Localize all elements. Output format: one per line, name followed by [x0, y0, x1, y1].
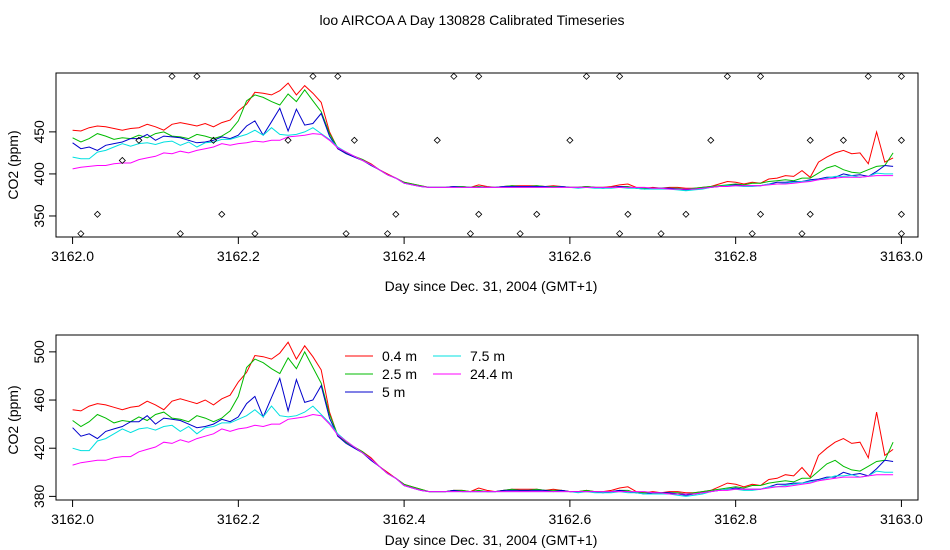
diamond-marker [193, 72, 201, 80]
bottom-series-line-series_25 [72, 350, 894, 495]
bottom-panel: 3162.0 3162.2 3162.4 3162.6 3162.8 3163.0 380… [5, 334, 923, 548]
diamond-marker [135, 136, 143, 144]
legend-label: 2.5 m [382, 366, 417, 382]
diamond-marker [466, 230, 474, 238]
top-y-tick-label: 400 [31, 162, 47, 186]
legend-label: 0.4 m [382, 348, 417, 364]
bottom-series-line-series_5 [72, 376, 894, 496]
diamond-marker [284, 136, 292, 144]
diamond-marker [309, 72, 317, 80]
top-y-tick-label: 450 [31, 120, 47, 144]
diamond-marker [582, 72, 591, 80]
diamond-marker [616, 230, 624, 238]
diamond-marker [897, 210, 905, 218]
diamond-marker [657, 230, 665, 238]
top-y-tick-label: 350 [31, 204, 47, 228]
diamond-marker [682, 210, 690, 218]
diamond-marker [566, 136, 574, 144]
bottom-series-line-series_244 [72, 413, 894, 495]
diamond-marker [897, 136, 905, 144]
diamond-marker [475, 210, 483, 218]
diamond-marker [897, 72, 905, 80]
top-series-line-series_04 [72, 82, 894, 189]
diamond-marker [748, 230, 756, 238]
bottom-y-axis-label: CO2 (ppm) [5, 385, 21, 454]
diamond-marker [77, 230, 85, 238]
diamond-marker [433, 136, 441, 144]
diamond-marker [168, 72, 176, 80]
diamond-marker [475, 72, 483, 80]
diamond-marker [624, 210, 632, 218]
top-x-tick-label: 3162.4 [383, 248, 426, 264]
diamond-marker [806, 210, 814, 218]
bottom-y-tick-label: 460 [31, 388, 47, 412]
top-x-tick-label: 3163.0 [880, 248, 923, 264]
diamond-marker [118, 156, 126, 165]
top-x-tick-label: 3162.6 [548, 248, 591, 264]
top-x-axis-label: Day since Dec. 31, 2004 (GMT+1) [385, 278, 598, 294]
bottom-series-line-series_04 [72, 341, 894, 494]
diamond-marker [723, 72, 731, 80]
diamond-marker [756, 72, 765, 80]
diamond-marker [251, 230, 259, 238]
top-x-tick-label: 3162.2 [217, 248, 260, 264]
top-panel: 3162.0 3162.2 3162.4 3162.6 3162.8 3163.0 350… [5, 72, 923, 294]
diamond-marker [533, 210, 541, 218]
legend-label: 5 m [382, 384, 405, 400]
diamond-marker [516, 230, 524, 238]
bottom-x-tick-label: 3162.6 [548, 511, 591, 527]
bottom-y-tick-label: 420 [31, 436, 47, 460]
top-x-tick-label: 3162.8 [714, 248, 757, 264]
legend-label: 7.5 m [470, 348, 505, 364]
legend-label: 24.4 m [470, 366, 513, 382]
top-series-line-series_5 [72, 107, 894, 191]
diamond-marker [350, 136, 358, 144]
diamond-marker [806, 136, 814, 144]
diamond-marker [209, 136, 218, 144]
diamond-marker [176, 230, 184, 238]
top-series-line-series_244 [72, 133, 894, 190]
diamond-marker [798, 230, 806, 238]
bottom-y-tick-label: 380 [31, 484, 47, 508]
bottom-plot-frame [55, 334, 919, 501]
diamond-marker [392, 210, 400, 218]
diamond-marker [383, 230, 392, 238]
diamond-marker [450, 72, 458, 80]
diamond-marker [897, 230, 905, 238]
bottom-x-tick-label: 3162.8 [714, 511, 757, 527]
top-series-line-series_25 [72, 88, 894, 190]
diamond-marker [218, 210, 226, 218]
bottom-x-tick-label: 3162.0 [51, 511, 94, 527]
figure-title: loo AIRCOA A Day 130828 Calibrated Times… [319, 12, 624, 28]
top-x-tick-label: 3162.0 [51, 248, 94, 264]
bottom-x-tick-label: 3162.4 [383, 511, 426, 527]
diamond-marker [707, 136, 715, 144]
diamond-marker [839, 136, 847, 144]
bottom-x-tick-label: 3162.2 [217, 511, 260, 527]
diamond-marker [342, 230, 350, 238]
diamond-marker [864, 72, 872, 80]
diamond-marker [616, 72, 624, 80]
legend: 0.4 m 2.5 m 5 m 7.5 m 24.4 m [345, 348, 513, 400]
bottom-x-axis-label: Day since Dec. 31, 2004 (GMT+1) [385, 532, 598, 548]
top-y-axis-label: CO2 (ppm) [5, 130, 21, 199]
diamond-marker [93, 210, 102, 218]
bottom-y-tick-label: 500 [31, 340, 47, 364]
diamond-marker [756, 210, 765, 218]
top-plot-frame [55, 72, 919, 238]
bottom-x-tick-label: 3163.0 [880, 511, 923, 527]
diamond-marker [334, 72, 342, 80]
